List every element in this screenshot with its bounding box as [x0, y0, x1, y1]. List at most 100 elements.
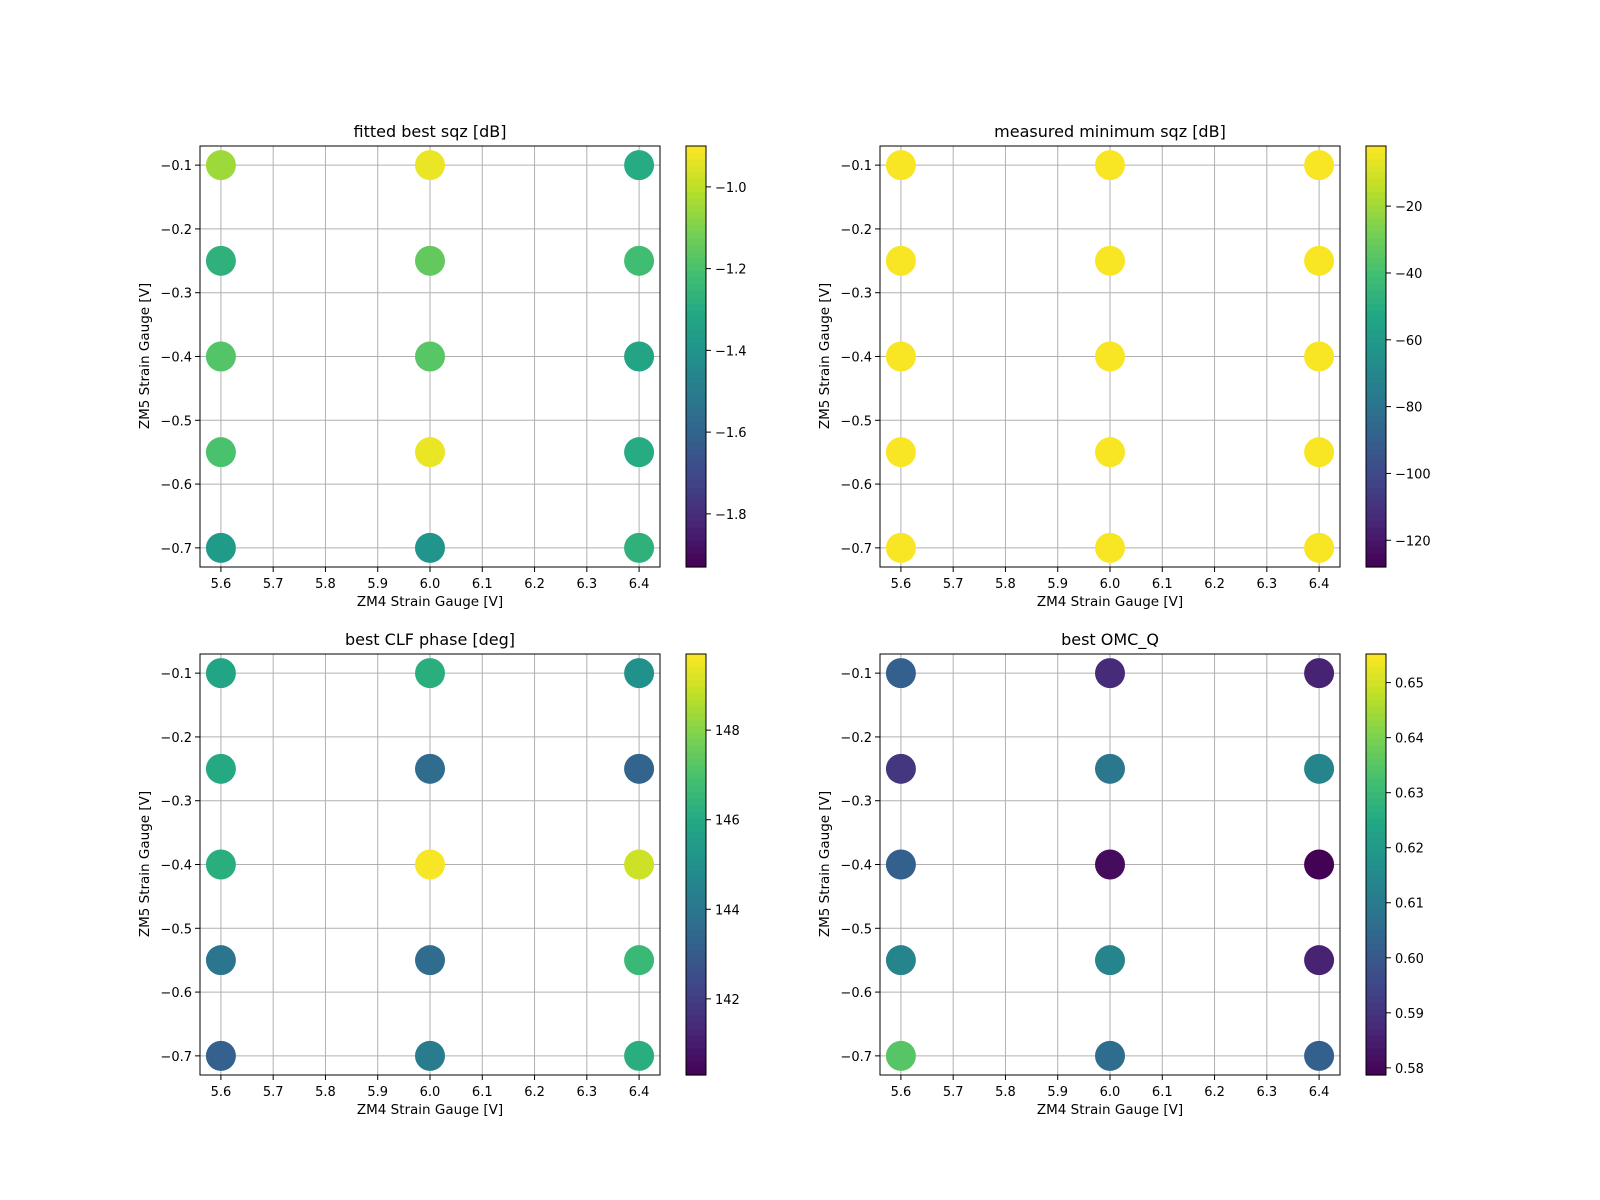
colorbar-segment — [1366, 303, 1386, 312]
colorbar-segment — [1366, 667, 1386, 675]
colorbar-segment — [1366, 897, 1386, 905]
colorbar-segment — [1366, 956, 1386, 964]
colorbar-segment — [686, 376, 706, 384]
colorbar-segment — [1366, 330, 1386, 338]
colorbar-segment — [686, 178, 706, 187]
colorbar-segment — [1366, 264, 1386, 272]
colorbar-segment — [686, 818, 706, 826]
x-tick-label: 6.2 — [1204, 577, 1225, 592]
colorbar-segment — [686, 507, 706, 515]
colorbar-segment — [686, 831, 706, 839]
colorbar-segment — [1366, 792, 1386, 800]
colorbar-segment — [1366, 976, 1386, 984]
colorbar-segment — [686, 1015, 706, 1023]
scatter-point — [205, 753, 236, 784]
colorbar-segment — [1366, 468, 1386, 476]
scatter-point — [1304, 945, 1335, 976]
colorbar-segment — [686, 930, 706, 938]
x-tick-label: 6.3 — [576, 1085, 597, 1100]
colorbar-segment — [1366, 864, 1386, 872]
colorbar-segment — [686, 297, 706, 305]
colorbar-segment — [686, 323, 706, 331]
colorbar-segment — [1366, 746, 1386, 754]
colorbar-segment — [686, 422, 706, 430]
colorbar-segment — [1366, 818, 1386, 826]
scatter-point — [1095, 150, 1125, 181]
colorbar-segment — [1366, 317, 1386, 325]
colorbar-tick-label: −100 — [1395, 467, 1431, 482]
chart-title: measured minimum sqz [dB] — [994, 122, 1226, 141]
scatter-point — [205, 658, 236, 689]
colorbar-segment — [686, 317, 706, 325]
colorbar-segment — [686, 877, 706, 885]
colorbar-segment — [686, 982, 706, 991]
colorbar-segment — [686, 224, 706, 233]
colorbar-tick-label: −120 — [1395, 534, 1431, 549]
colorbar-segment — [1366, 877, 1386, 885]
colorbar-segment — [686, 956, 706, 964]
colorbar-segment — [1366, 673, 1386, 681]
y-tick-label: −0.2 — [160, 223, 192, 238]
colorbar-segment — [686, 488, 706, 496]
colorbar-segment — [686, 989, 706, 997]
scatter-point — [1304, 753, 1335, 784]
chart-title: best CLF phase [deg] — [345, 630, 515, 649]
colorbar-segment — [686, 871, 706, 879]
subplot-best-clf-phase: best CLF phase [deg] ZM4 Strain Gauge [V… — [137, 630, 740, 1118]
colorbar-segment — [686, 844, 706, 852]
scatter-point — [885, 658, 916, 689]
scatter-point — [885, 849, 916, 880]
colorbar-segment — [686, 1061, 706, 1070]
colorbar-segment — [686, 435, 706, 443]
colorbar-segment — [1366, 146, 1386, 154]
colorbar-segment — [1366, 520, 1386, 529]
x-tick-label: 5.6 — [891, 577, 912, 592]
colorbar-segment — [686, 540, 706, 548]
colorbar-segment — [1366, 1028, 1386, 1037]
colorbar-segment — [686, 205, 706, 213]
colorbar-segment — [686, 778, 706, 787]
scatter-point — [1304, 532, 1335, 563]
subplot-best-omc-q: best OMC_Q ZM4 Strain Gauge [V] ZM5 Stra… — [817, 630, 1424, 1118]
colorbar-segment — [686, 402, 706, 410]
colorbar-segment — [1366, 218, 1386, 226]
y-tick-label: −0.3 — [840, 795, 872, 810]
x-axis-label: ZM4 Strain Gauge [V] — [357, 594, 503, 610]
colorbar-segment — [686, 257, 706, 266]
colorbar-frame — [685, 145, 707, 568]
colorbar-segment — [686, 1035, 706, 1043]
scatter-point — [1095, 341, 1125, 372]
colorbar-segment — [686, 218, 706, 226]
colorbar-segment — [1366, 461, 1386, 469]
colorbar-segment — [686, 1022, 706, 1030]
colorbar-segment — [686, 442, 706, 450]
scatter-point — [415, 1040, 445, 1071]
colorbar-segment — [1366, 890, 1386, 898]
x-tick-label: 5.8 — [315, 1085, 336, 1100]
colorbar-segment — [1366, 1042, 1386, 1050]
colorbar-segment — [1366, 547, 1386, 555]
colorbar-segment — [1366, 778, 1386, 787]
scatter-point — [205, 437, 236, 468]
colorbar-segment — [1366, 553, 1386, 562]
colorbar-segment — [1366, 950, 1386, 958]
colorbar-frame — [1365, 653, 1387, 1076]
colorbar-segment — [1366, 349, 1386, 358]
colorbar-segment — [1366, 989, 1386, 997]
colorbar-segment — [1366, 224, 1386, 233]
scatter-point — [624, 341, 655, 372]
colorbar-segment — [1366, 402, 1386, 410]
colorbar-segment — [686, 969, 706, 977]
colorbar-segment — [686, 211, 706, 219]
colorbar-segment — [686, 238, 706, 246]
colorbar-tick-label: −1.0 — [715, 181, 747, 196]
colorbar-segment — [686, 864, 706, 872]
colorbar-segment — [1366, 871, 1386, 879]
colorbar-segment — [1366, 772, 1386, 780]
colorbar-segment — [1366, 527, 1386, 535]
scatter-point — [205, 532, 236, 563]
colorbar-segment — [686, 700, 706, 708]
y-tick-label: −0.5 — [840, 414, 872, 429]
colorbar-tick-label: −80 — [1395, 401, 1422, 416]
colorbar-segment — [686, 165, 706, 173]
